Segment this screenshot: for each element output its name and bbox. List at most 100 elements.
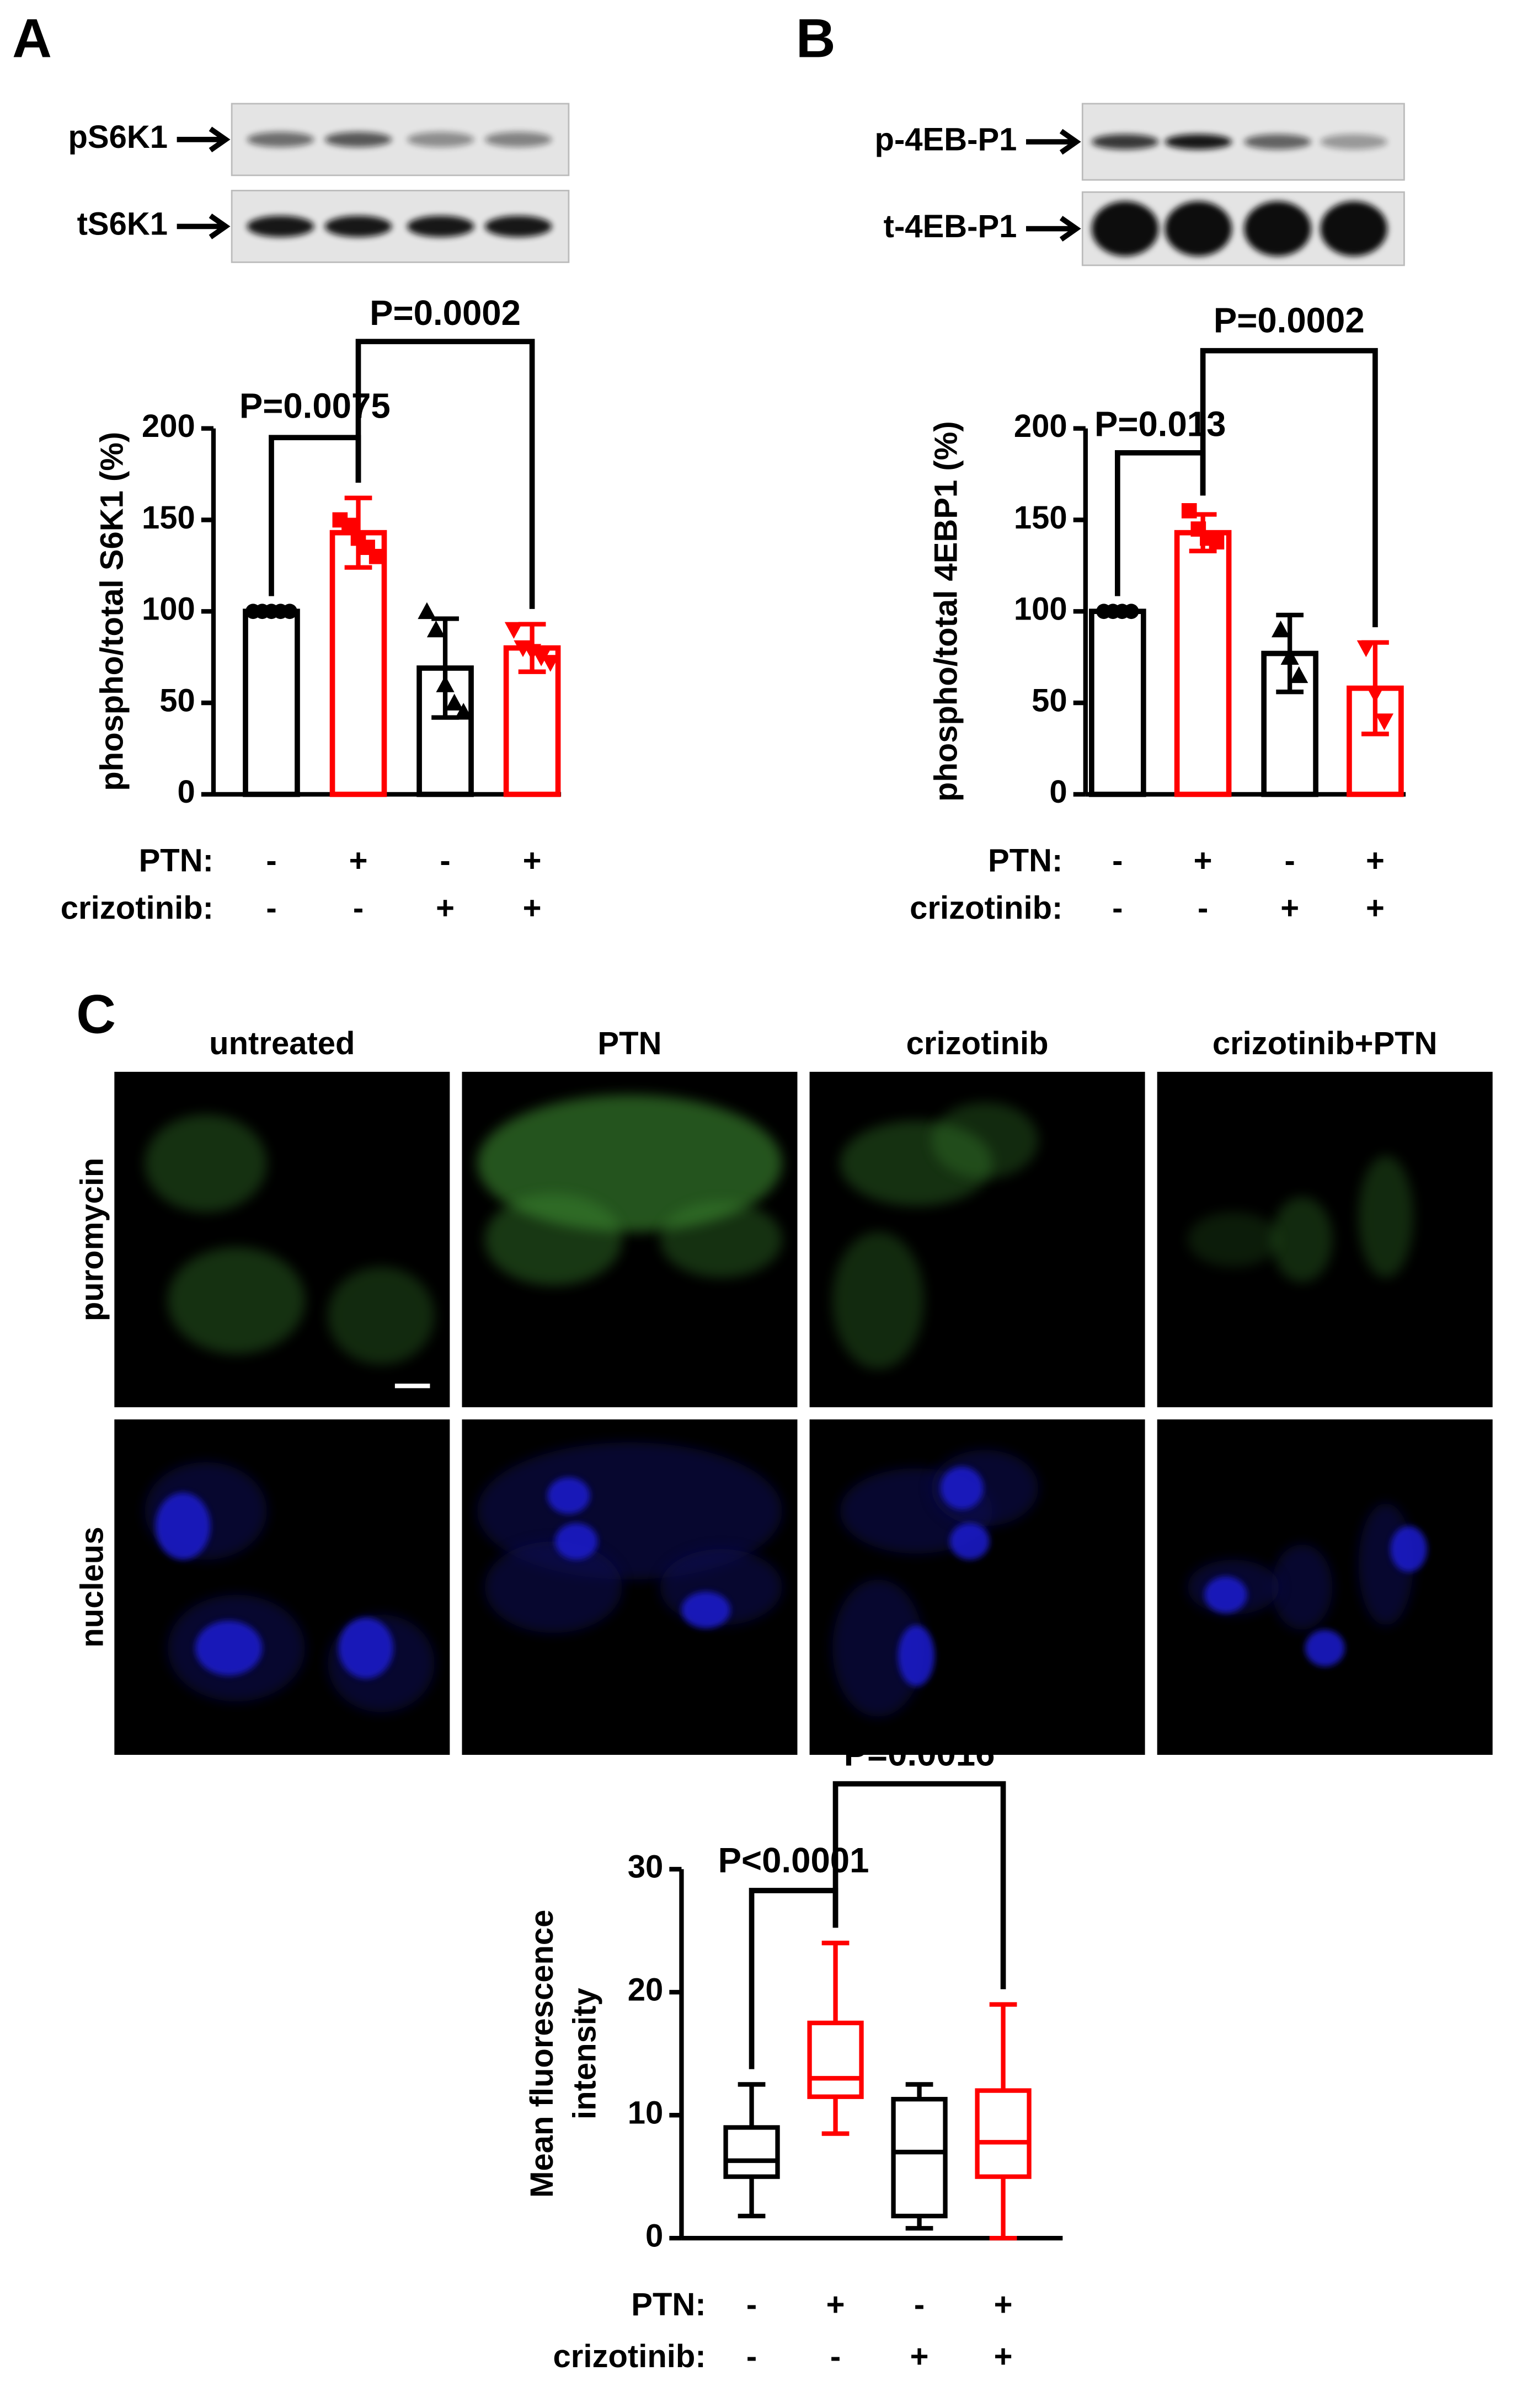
data-point	[426, 620, 446, 638]
row-value: +	[1366, 843, 1385, 879]
blot-label: pS6K1	[68, 119, 168, 155]
row-value: -	[1112, 843, 1123, 879]
significance-bracket	[355, 339, 535, 609]
row-value: -	[746, 2287, 757, 2322]
micrograph	[809, 1419, 1145, 1755]
y-tick-label: 200	[142, 408, 195, 444]
p-value: P=0.0016	[844, 1734, 995, 1774]
row-title: puromycin	[74, 1158, 110, 1322]
data-point	[282, 604, 297, 620]
row-label: PTN:	[631, 2287, 706, 2322]
whisker-high	[905, 2082, 933, 2100]
blot-band	[407, 132, 474, 147]
row-label: crizotinib:	[553, 2338, 706, 2374]
y-tick-label: 0	[1049, 774, 1067, 810]
y-tick-label: 0	[178, 774, 195, 810]
whisker-high	[989, 2002, 1017, 2091]
blot-band	[407, 216, 474, 237]
data-point	[523, 644, 542, 661]
column-title: crizotinib	[906, 1026, 1049, 1061]
data-point	[445, 693, 464, 711]
data-point	[1271, 620, 1290, 638]
whisker-low	[821, 2096, 850, 2136]
y-axis-label: phospho/total 4EBP1 (%)	[928, 421, 964, 802]
y-tick-label: 20	[628, 1972, 664, 2008]
row-value: +	[826, 2287, 845, 2322]
row-label: PTN:	[988, 843, 1062, 879]
blot-band	[1165, 134, 1232, 150]
row-value: -	[266, 843, 276, 879]
data-point	[341, 517, 357, 533]
whisker-high	[821, 1940, 850, 2023]
y-tick-label: 100	[142, 591, 195, 627]
y-tick-label: 100	[1014, 591, 1067, 627]
cytoplasm	[832, 1579, 924, 1717]
p-value: P=0.0075	[239, 386, 391, 425]
cell	[660, 1201, 782, 1278]
nucleus	[681, 1592, 730, 1629]
row-value: -	[914, 2287, 925, 2322]
y-axis-label: phospho/total S6K1 (%)	[94, 432, 130, 791]
row-value: -	[266, 890, 276, 926]
row-value: +	[436, 890, 455, 926]
blot-band	[324, 216, 392, 237]
row-value: -	[746, 2338, 757, 2374]
y-tick-label: 10	[628, 2095, 664, 2131]
micrograph	[462, 1419, 798, 1755]
row-value: -	[830, 2338, 841, 2374]
row-value: +	[1194, 843, 1212, 879]
data-point	[1375, 713, 1394, 730]
cell	[1358, 1155, 1414, 1278]
cell	[168, 1247, 305, 1354]
significance-bracket	[1200, 348, 1378, 627]
bar	[243, 608, 300, 797]
row-value: +	[1280, 890, 1299, 926]
row-value: -	[353, 890, 364, 926]
cell	[832, 1232, 924, 1369]
nucleus	[949, 1523, 990, 1560]
row-value: +	[994, 2287, 1013, 2322]
cell	[328, 1267, 435, 1365]
y-axis-label: Mean fluorescence	[524, 1910, 560, 2198]
nucleus	[338, 1617, 394, 1679]
micrograph	[114, 1419, 450, 1755]
cell	[1271, 1197, 1333, 1283]
bar	[1174, 530, 1232, 797]
nucleus	[1204, 1576, 1247, 1614]
blot-band	[247, 132, 314, 147]
nucleus	[155, 1492, 211, 1560]
blot-band	[247, 216, 314, 237]
row-label: crizotinib:	[910, 890, 1062, 926]
data-point	[368, 548, 384, 564]
micrograph	[114, 1071, 450, 1407]
y-axis-label: intensity	[567, 1988, 602, 2119]
whisker-low	[738, 2176, 766, 2219]
blot-band	[1244, 134, 1311, 150]
row-value: +	[523, 843, 542, 879]
box	[975, 2088, 1032, 2179]
blot-band	[484, 216, 552, 237]
y-tick-label: 50	[1032, 682, 1067, 718]
row-label: PTN:	[139, 843, 213, 879]
blot-label: t-4EB-P1	[884, 209, 1017, 244]
row-value: +	[523, 890, 542, 926]
cytoplasm	[484, 1541, 622, 1633]
cell	[484, 1193, 622, 1285]
blot-band	[1320, 201, 1388, 257]
p-value: P=0.0002	[1214, 301, 1365, 340]
y-tick-label: 200	[1014, 408, 1067, 444]
bar	[329, 530, 387, 797]
error-bar	[431, 616, 459, 720]
significance-bracket	[832, 1781, 1006, 1989]
nucleus	[1390, 1526, 1427, 1572]
p-value: P=0.0002	[370, 293, 521, 333]
p-value: P<0.0001	[718, 1841, 869, 1880]
blot-arrow	[1026, 216, 1081, 242]
column-title: untreated	[209, 1026, 355, 1061]
whisker-high	[738, 2082, 766, 2128]
row-value: -	[1284, 843, 1295, 879]
row-value: +	[349, 843, 368, 879]
y-tick-label: 50	[159, 682, 195, 718]
nucleus	[1305, 1630, 1345, 1667]
